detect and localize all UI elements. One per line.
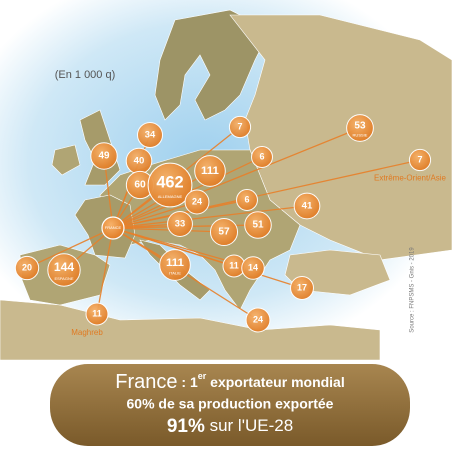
flow-value: 24 [253, 314, 263, 324]
country-label: RUSSIE [353, 132, 368, 137]
flow-circle [251, 146, 273, 168]
flow-value: 20 [22, 262, 32, 272]
flow-value: 40 [134, 156, 145, 167]
banner-line2: 60% de sa production exportée [127, 396, 334, 412]
flow-circle [236, 189, 258, 211]
flow-line [112, 201, 198, 229]
flow-value: 14 [248, 262, 258, 272]
flow-value: 462 [156, 173, 183, 191]
flow-value: 34 [145, 129, 156, 139]
flow-value: 41 [302, 201, 313, 212]
flow-circle [293, 192, 321, 220]
origin-label: FRANCE [105, 225, 122, 230]
flow-value: 57 [218, 227, 230, 238]
flow-circle [346, 114, 374, 142]
flow-line [112, 205, 308, 229]
ireland [51, 144, 81, 176]
flow-circle [85, 302, 109, 326]
destination-label: Extrême-Orient/Asie [374, 174, 447, 183]
country-label: ALLEMAGNE [158, 194, 183, 199]
east [229, 14, 452, 261]
flow-line [112, 127, 361, 229]
flow-line [112, 227, 303, 289]
banner [50, 364, 410, 446]
flow-circle [209, 217, 239, 247]
banner-line1: France : 1er exportateur mondial [115, 371, 344, 393]
rank-sup: er [198, 371, 207, 381]
rank: : 1 [178, 374, 198, 390]
flow-circle [194, 155, 226, 187]
flow-value: 33 [175, 218, 185, 228]
flow-value: 24 [192, 196, 202, 206]
flow-value: 11 [229, 260, 239, 270]
country-label: ITALIE [169, 270, 181, 275]
flow-circle [167, 211, 193, 237]
flow-circle [241, 256, 265, 280]
flow-circle [245, 307, 271, 333]
share-rest: sur l'UE-28 [205, 416, 293, 435]
flow-line [26, 227, 114, 269]
flow-value: 60 [134, 180, 146, 191]
flow-value: 111 [166, 257, 185, 269]
flow-value: 53 [354, 121, 366, 132]
flow-circle [14, 255, 40, 281]
flow-circle [47, 253, 81, 287]
flow-circle [147, 162, 193, 208]
share: 91% [167, 416, 205, 437]
destination-label: Maghreb [71, 328, 103, 337]
flow-value: 11 [92, 308, 102, 318]
country: France [115, 371, 177, 393]
flow-line [96, 227, 114, 315]
flow-value: 144 [54, 260, 75, 274]
flow-circle [137, 122, 163, 148]
flow-value: 17 [297, 282, 307, 292]
flow-value: 6 [244, 194, 249, 204]
flow-value: 7 [237, 121, 242, 131]
flow-circle [408, 148, 432, 172]
rank-rest: exportateur mondial [206, 374, 344, 390]
flow-value: 51 [252, 220, 264, 231]
flow-value: 7 [417, 154, 422, 164]
flow-circle [244, 211, 272, 239]
flow-circle [184, 189, 210, 215]
flow-value: 49 [99, 151, 110, 162]
flow-circle [228, 115, 252, 139]
flow-line [112, 227, 225, 233]
flow-value: 111 [201, 165, 220, 177]
flow-circle [90, 142, 118, 170]
unit-label: (En 1 000 q) [55, 69, 116, 81]
flow-circle [290, 276, 314, 300]
banner-line3: 91% sur l'UE-28 [167, 416, 293, 437]
flow-value: 6 [259, 151, 264, 161]
flow-circle [159, 249, 191, 281]
country-label: ESPAGNE [54, 276, 73, 281]
origin-dot [101, 216, 125, 240]
source: Source : FNPSMS - Gnis - 2019 [410, 247, 416, 333]
